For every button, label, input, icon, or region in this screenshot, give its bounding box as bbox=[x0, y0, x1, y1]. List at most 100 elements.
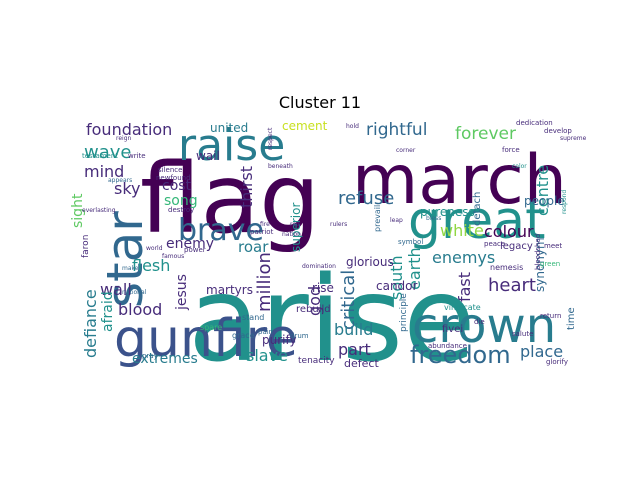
word-rebuild: rebuild bbox=[296, 304, 331, 315]
word-green: green bbox=[540, 260, 560, 268]
word-hold: hold bbox=[346, 123, 359, 130]
word-peace: peace bbox=[484, 240, 505, 248]
word-rise: rise bbox=[312, 281, 334, 295]
word-fivei: fivei bbox=[442, 324, 463, 335]
word-domination: domination bbox=[302, 263, 336, 270]
word-foundation: foundation bbox=[86, 120, 172, 139]
word-abundance: abundance bbox=[428, 342, 467, 350]
word-testament: testament bbox=[82, 152, 118, 160]
word-march: march bbox=[352, 141, 567, 220]
word-newfound: newfound bbox=[156, 174, 191, 182]
word-force: force bbox=[502, 146, 520, 154]
word-freedom: freedom bbox=[410, 341, 511, 369]
word-jesus: jesus bbox=[174, 274, 190, 311]
word-slave: slave bbox=[246, 346, 288, 365]
word-superior: superior bbox=[289, 203, 303, 252]
word-beneath: beneath bbox=[268, 163, 293, 170]
word-red: red bbox=[290, 221, 300, 228]
word-afraid: afraid bbox=[100, 291, 116, 332]
word-meet: meet bbox=[544, 242, 562, 250]
word-million: million bbox=[254, 252, 275, 312]
word-thirst: thirst bbox=[237, 166, 256, 208]
word-star: star bbox=[96, 211, 154, 308]
word-legacy: legacy bbox=[500, 241, 533, 252]
word-raise: raise bbox=[178, 120, 285, 171]
word-blood: blood bbox=[118, 300, 162, 319]
word-candor: candor bbox=[376, 279, 418, 293]
word-prevail: prevail bbox=[373, 205, 382, 232]
word-pureness: pureness bbox=[420, 205, 475, 219]
cloud-background bbox=[80, 118, 580, 368]
word-principle: principle bbox=[399, 293, 409, 332]
word-glorious: glorious bbox=[346, 255, 394, 269]
word-glorify: glorify bbox=[546, 358, 568, 366]
word-wave: wave bbox=[84, 142, 131, 163]
word-pray: pray bbox=[142, 352, 158, 360]
word-dedication: dedication bbox=[516, 119, 553, 127]
word-salute: salute bbox=[512, 330, 533, 338]
word-flag: flag bbox=[140, 143, 320, 255]
word-detach: detach bbox=[472, 192, 483, 226]
word-bless: bless bbox=[426, 215, 441, 222]
word-leap: leap bbox=[390, 217, 403, 224]
word-appears: appears bbox=[108, 177, 132, 184]
word-everlasting: everlasting bbox=[82, 207, 116, 214]
word-national: national bbox=[122, 289, 147, 296]
word-respond: respond bbox=[561, 190, 568, 214]
word-sky: sky bbox=[114, 179, 141, 198]
word-brave: brave bbox=[178, 213, 264, 248]
word-die: die bbox=[474, 318, 485, 326]
word-united: united bbox=[210, 121, 248, 135]
word-great: great bbox=[408, 191, 546, 251]
word-cement: cement bbox=[282, 119, 328, 133]
word-corner: corner bbox=[396, 147, 416, 154]
word-people: people bbox=[524, 194, 565, 208]
word-develop: develop bbox=[544, 127, 572, 135]
word-build: build bbox=[334, 320, 373, 339]
word-arise: arise bbox=[188, 250, 476, 388]
word-patriot: patriot bbox=[250, 228, 274, 236]
word-refuse: refuse bbox=[338, 188, 394, 209]
word-bloodshed: bloodshed bbox=[534, 234, 542, 270]
word-fire: fire bbox=[260, 221, 270, 228]
word-rulers: rulers bbox=[330, 221, 347, 228]
word-sight: sight bbox=[70, 193, 86, 228]
word-heart: heart bbox=[488, 275, 536, 296]
word-destroy: destroy bbox=[168, 206, 194, 214]
word-return: return bbox=[540, 312, 561, 320]
word-write: write bbox=[128, 152, 146, 160]
word-world: world bbox=[146, 245, 163, 252]
word-mind: mind bbox=[84, 162, 124, 181]
word-defiance: defiance bbox=[81, 289, 100, 358]
word-south: south bbox=[387, 255, 406, 300]
word-drum: drum bbox=[290, 332, 309, 340]
word-extremes: extremes bbox=[132, 351, 198, 367]
word-rightful: rightful bbox=[366, 120, 427, 140]
word-pain: pain bbox=[258, 328, 273, 336]
word-earth: earth bbox=[405, 247, 424, 290]
word-colour: colour bbox=[484, 222, 534, 241]
word-white: white bbox=[440, 221, 484, 240]
word-famous: famous bbox=[162, 253, 184, 260]
word-crown: crown bbox=[412, 298, 556, 354]
word-wail: wail bbox=[196, 149, 220, 163]
word-roar: roar bbox=[238, 238, 269, 256]
word-flesh: flesh bbox=[132, 256, 170, 275]
word-power: power bbox=[184, 246, 206, 254]
word-make: make bbox=[122, 265, 139, 272]
word-silence: silence bbox=[158, 166, 182, 174]
word-fast: fast bbox=[455, 272, 474, 302]
word-gunfire: gunfire bbox=[114, 309, 298, 369]
word-nation: nation bbox=[282, 231, 301, 238]
word-time: time bbox=[566, 307, 577, 330]
word-song: song bbox=[164, 193, 198, 209]
word-enemys: enemys bbox=[432, 248, 495, 267]
word-vindicate: vindicate bbox=[444, 303, 481, 312]
word-wall: wall bbox=[100, 280, 132, 299]
word-centre: centre bbox=[533, 165, 552, 216]
word-nemesis: nemesis bbox=[490, 263, 523, 272]
word-color: color bbox=[512, 163, 527, 170]
word-place: place bbox=[520, 342, 563, 361]
word-symbol: symbol bbox=[398, 238, 423, 246]
